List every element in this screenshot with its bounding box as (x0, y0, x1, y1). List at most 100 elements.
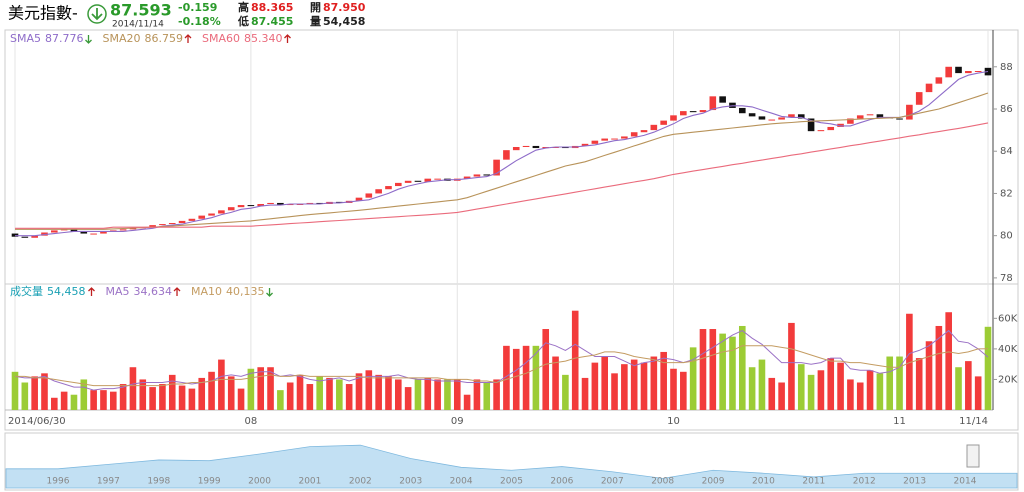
navigator-year: 2002 (349, 477, 372, 487)
volume-bar (355, 373, 363, 410)
open: 87.950 (323, 1, 366, 14)
candle-body (424, 178, 432, 182)
volume-bar (198, 377, 206, 410)
price: 87.593 (110, 1, 172, 20)
volume-title: 成交量 (10, 284, 43, 298)
candle-body (188, 218, 196, 221)
candle-body (100, 231, 107, 234)
candle-body (689, 111, 697, 113)
high: 88.365 (251, 1, 293, 14)
candle-body (414, 180, 422, 182)
volume-bar (434, 379, 441, 410)
candle-body (965, 71, 972, 74)
navigator-year: 2009 (702, 477, 725, 487)
candle-body (178, 220, 186, 223)
y-tick-label: 82 (1000, 188, 1013, 199)
candle-body (876, 114, 884, 118)
trend-arrow (184, 34, 192, 43)
plot-frame (4, 29, 1019, 431)
volume-label: 量 (310, 15, 321, 28)
candle-body (680, 111, 687, 116)
y-tick-label: 88 (1000, 62, 1013, 73)
candle-body (80, 231, 88, 234)
candle-body (650, 124, 658, 131)
legend-value: 34,634 (134, 285, 173, 298)
candle-body (463, 176, 471, 179)
volume-bar (915, 358, 923, 410)
volume-bar (532, 345, 540, 410)
volume-bar (90, 390, 97, 410)
navigator-year: 2004 (450, 477, 473, 487)
volume-bar (11, 371, 19, 410)
y-tick-label: 86 (1000, 104, 1013, 115)
volume-bar (286, 382, 294, 410)
candle-body (660, 120, 667, 125)
navigator-handle[interactable] (966, 444, 980, 468)
volume-bar (817, 370, 825, 410)
candle-body (581, 143, 589, 146)
volume-bar (886, 356, 894, 410)
sma-line (15, 122, 989, 229)
volume-bar (611, 373, 618, 410)
legend-value: 87.776 (45, 32, 84, 45)
volume-bar (768, 377, 776, 410)
volume-bar (562, 374, 569, 410)
candle-body (709, 96, 717, 111)
volume-bar (149, 387, 156, 410)
candle-body (31, 235, 38, 238)
navigator-year: 1996 (47, 477, 70, 487)
candle-body (503, 150, 510, 160)
y-tick-label: 78 (1000, 273, 1013, 284)
volume-bar (159, 384, 166, 410)
navigator-year: 2008 (651, 477, 674, 487)
volume-bar (788, 322, 795, 410)
volume-bar (630, 359, 638, 410)
navigator-year: 2001 (298, 477, 321, 487)
candle-body (198, 215, 206, 219)
candle-body (621, 136, 628, 139)
candle-body (896, 118, 903, 120)
y-tick-label: 20K (998, 374, 1018, 385)
legend-name: SMA20 (103, 32, 141, 45)
navigator-year: 2005 (500, 477, 523, 487)
candle-body (630, 132, 638, 137)
candle-body (827, 126, 835, 131)
volume-bar (80, 379, 88, 410)
candle-body (385, 186, 392, 190)
volume-bar (208, 371, 215, 410)
candle-body (611, 138, 618, 140)
x-tick-label: 2014/06/30 (8, 416, 66, 427)
candle-body (168, 223, 176, 225)
candle-body (807, 118, 815, 132)
volume-bar (296, 374, 304, 410)
candle-body (395, 182, 402, 187)
candle-body (434, 178, 441, 180)
volume-bar (444, 379, 451, 410)
trend-arrow (173, 287, 181, 296)
candle-body (119, 229, 127, 231)
x-tick-label: 10 (667, 416, 680, 427)
volume-bar (581, 377, 589, 410)
candle-body (768, 119, 776, 121)
legend-name: MA10 (191, 285, 222, 298)
volume-bar (552, 356, 559, 410)
volume-bar (640, 362, 648, 410)
volume-bar (51, 397, 58, 410)
candle-body (856, 115, 864, 119)
volume-bar (837, 362, 844, 410)
candle-body (493, 159, 500, 176)
volume-bar (326, 377, 333, 410)
legend-name: MA5 (106, 285, 130, 298)
candle-body (247, 205, 255, 207)
volume-bar (277, 390, 284, 410)
volume-bar (925, 341, 933, 410)
trend-arrow (88, 287, 95, 296)
candle-body (847, 118, 854, 124)
candle-body (522, 145, 530, 147)
volume-bar (463, 394, 471, 410)
candle-body (591, 140, 599, 144)
candle-body (788, 114, 795, 118)
volume-bar (778, 382, 785, 410)
